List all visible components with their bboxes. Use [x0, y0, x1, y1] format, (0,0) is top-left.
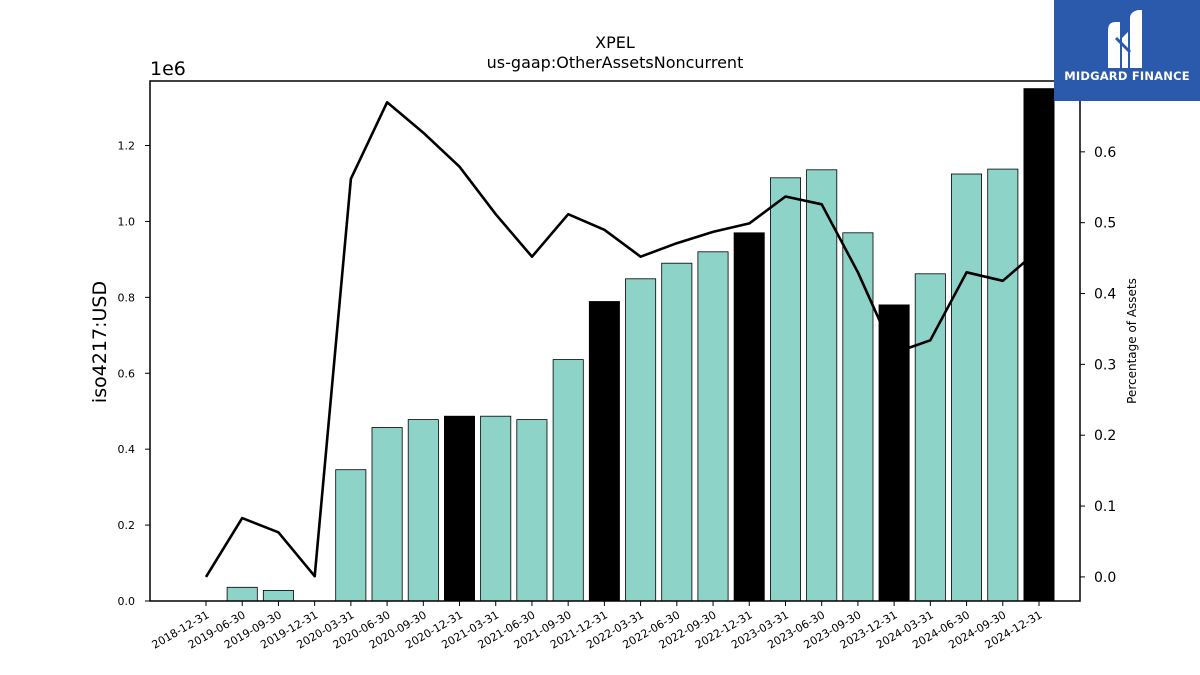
y-tick-label: 1.2 [118, 140, 136, 153]
y2-tick-label: 0.6 [1094, 145, 1116, 161]
y2-axis-label: Percentage of Assets [1125, 278, 1139, 404]
y-scale-label: 1e6 [150, 58, 186, 80]
y-tick-label: 0.8 [118, 291, 136, 304]
bar-2022-06-30 [661, 262, 693, 602]
bar-2021-12-31 [588, 301, 620, 602]
bar-2024-12-31 [1023, 88, 1055, 602]
y-tick-label: 0.0 [118, 595, 136, 608]
y-tick-label: 1.0 [118, 215, 136, 228]
y2-tick-label: 0.3 [1094, 357, 1116, 373]
y2-tick-label: 0.1 [1094, 499, 1116, 515]
chart-title: XPEL [595, 33, 635, 52]
percentage-line [204, 101, 1040, 578]
bar-2020-06-30 [371, 427, 403, 602]
bar-2019-06-30 [226, 586, 258, 602]
logo-box: MIDGARD FINANCE [1054, 0, 1200, 101]
bar-2022-03-31 [625, 278, 657, 602]
bars-group [226, 88, 1055, 602]
y2-tick-label: 0.2 [1094, 428, 1116, 444]
bar-2022-12-31 [733, 232, 765, 602]
bar-2019-09-30 [262, 590, 294, 602]
logo-mark-icon [1108, 10, 1142, 68]
line-layer [204, 101, 1040, 578]
bar-2024-06-30 [951, 173, 983, 602]
chart-subtitle: us-gaap:OtherAssetsNoncurrent [487, 53, 744, 72]
bar-2024-09-30 [987, 168, 1019, 602]
bar-2021-09-30 [552, 359, 584, 602]
bar-2020-12-31 [443, 415, 475, 602]
y-tick-label: 0.4 [118, 443, 136, 456]
bar-2022-09-30 [697, 251, 729, 602]
y2-tick-label: 0.0 [1094, 570, 1116, 586]
logo-text: MIDGARD FINANCE [1064, 69, 1190, 83]
y-tick-label: 0.6 [118, 367, 136, 380]
bar-2020-03-31 [335, 469, 367, 602]
bar-2023-06-30 [806, 169, 838, 602]
plot-frame [149, 80, 1081, 602]
bar-2020-09-30 [407, 419, 439, 602]
bar-2023-09-30 [842, 232, 874, 602]
bar-2021-03-31 [480, 415, 512, 602]
y-tick-label: 0.2 [118, 519, 136, 532]
y-axis-label: iso4217:USD [89, 281, 111, 403]
y2-tick-label: 0.4 [1094, 287, 1116, 303]
bar-2023-03-31 [770, 177, 802, 602]
y2-tick-label: 0.5 [1094, 216, 1116, 232]
bar-2021-06-30 [516, 419, 548, 602]
bar-2024-03-31 [914, 273, 946, 602]
